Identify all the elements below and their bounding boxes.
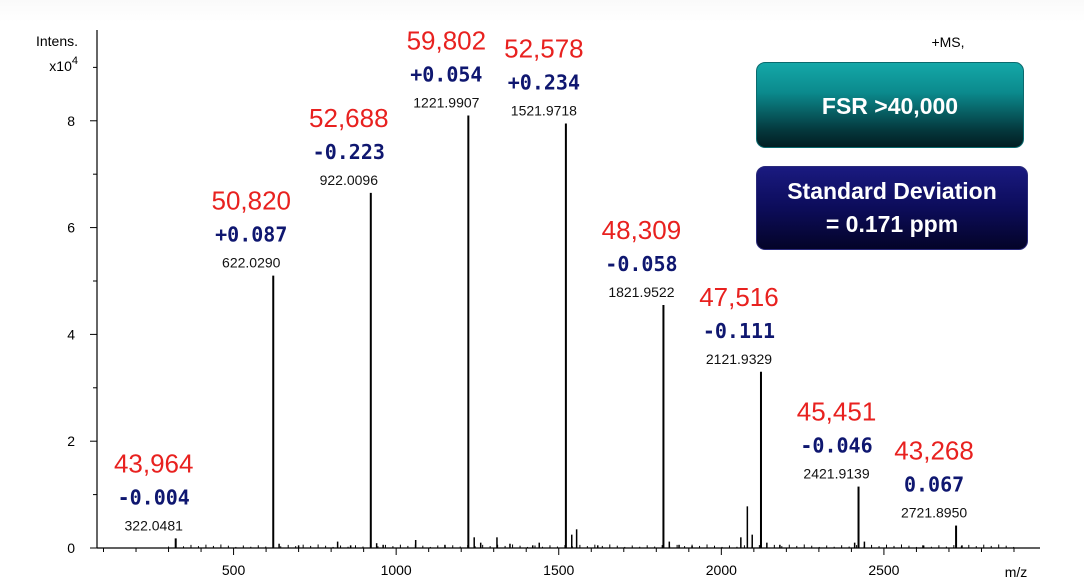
x-tick-label: 1000 xyxy=(381,562,412,578)
peak-error-label: -0.004 xyxy=(118,485,190,509)
peak-error-label: -0.046 xyxy=(800,434,872,458)
peak-mz-label: 2121.9329 xyxy=(706,351,772,367)
y-tick-label: 8 xyxy=(67,113,75,129)
peak-resolution-label: 59,802 xyxy=(407,25,487,55)
peak-resolution-label: 52,688 xyxy=(309,103,389,133)
peak-error-label: +0.234 xyxy=(508,70,580,94)
top-bar xyxy=(0,0,1084,22)
peak-mz-label: 2421.9139 xyxy=(803,466,869,482)
peak-resolution-label: 43,964 xyxy=(114,448,194,478)
peak-error-label: 0.067 xyxy=(904,473,964,497)
x-tick-label: 2000 xyxy=(706,562,737,578)
y-tick-label: 6 xyxy=(67,220,75,236)
y-tick-label: 4 xyxy=(67,326,75,342)
peak-mz-label: 1821.9522 xyxy=(608,284,674,300)
peak-error-label: -0.223 xyxy=(313,140,385,164)
peak-resolution-label: 43,268 xyxy=(894,436,974,466)
peak-mz-label: 922.0096 xyxy=(320,172,379,188)
y-axis-multiplier: x104 xyxy=(49,55,78,74)
fsr-box: FSR >40,000 xyxy=(756,62,1024,148)
peak-error-label: +0.054 xyxy=(410,62,482,86)
peak-error-label: -0.058 xyxy=(605,252,677,276)
peak-mz-label: 1221.9907 xyxy=(413,94,479,110)
peak-resolution-label: 52,578 xyxy=(504,33,584,63)
sd-line-2: = 0.171 ppm xyxy=(825,211,959,237)
x-tick-label: 500 xyxy=(222,562,246,578)
peak-resolution-label: 45,451 xyxy=(797,397,877,427)
peak-resolution-label: 47,516 xyxy=(699,282,779,312)
standard-deviation-box: Standard Deviation = 0.171 ppm xyxy=(756,166,1028,250)
peak-mz-label: 1521.9718 xyxy=(511,102,577,118)
peak-resolution-label: 50,820 xyxy=(211,186,291,216)
peak-mz-label: 622.0290 xyxy=(222,255,281,271)
fsr-text: FSR >40,000 xyxy=(821,93,959,119)
y-tick-label: 0 xyxy=(67,540,75,556)
peak-error-label: -0.111 xyxy=(703,319,775,343)
x-tick-label: 2500 xyxy=(868,562,899,578)
x-tick-label: 1500 xyxy=(543,562,574,578)
sd-line-1: Standard Deviation xyxy=(787,178,997,204)
peak-resolution-label: 48,309 xyxy=(602,215,682,245)
x-axis-label: m/z xyxy=(1005,564,1028,580)
y-axis-label: Intens. xyxy=(36,33,78,49)
y-tick-label: 2 xyxy=(67,433,75,449)
peak-error-label: +0.087 xyxy=(215,223,287,247)
peak-mz-label: 322.0481 xyxy=(125,517,184,533)
peak-mz-label: 2721.8950 xyxy=(901,505,967,521)
spectrum-header: +MS, xyxy=(931,34,964,50)
